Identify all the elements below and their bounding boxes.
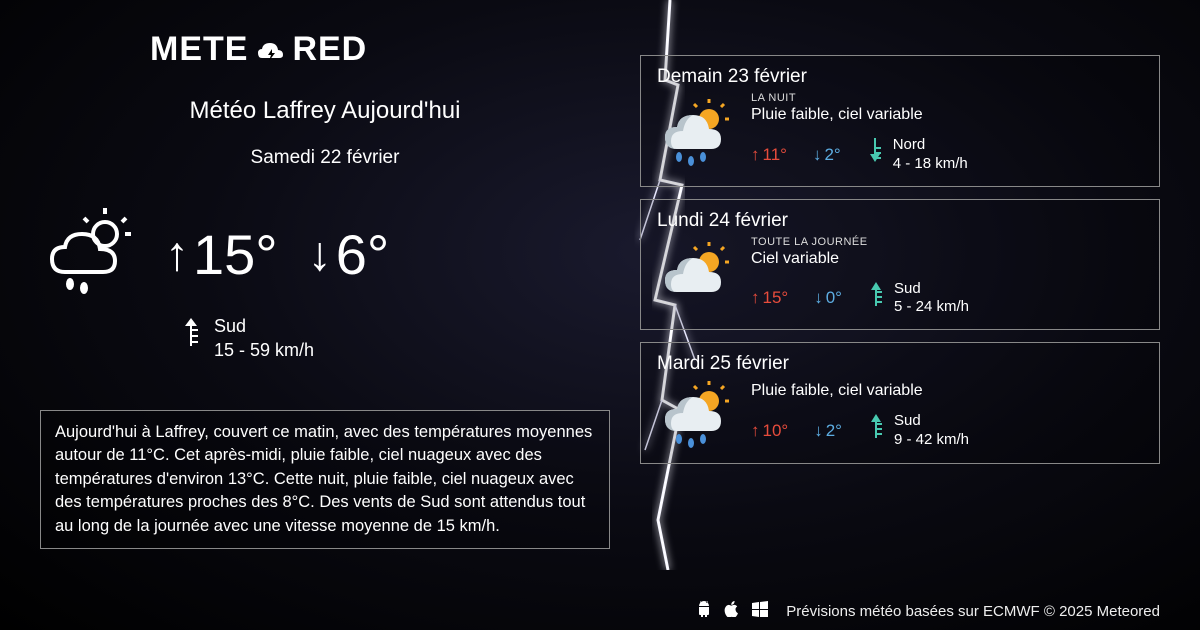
- wind-speed-label: 15 - 59 km/h: [214, 338, 314, 362]
- forecast-condition: Pluie faible, ciel variable: [751, 382, 1143, 400]
- apple-icon: [724, 601, 740, 622]
- temp-low-today: ↓ 6°: [308, 222, 390, 287]
- forecast-date: Demain 23 février: [657, 66, 1143, 88]
- logo-cloud-icon: [252, 36, 288, 64]
- wind-direction-icon: [180, 314, 202, 348]
- arrow-down-icon: ↓: [813, 145, 822, 165]
- wind-speed: 4 - 18 km/h: [893, 155, 968, 172]
- android-icon: [696, 601, 712, 622]
- forecast-date: Mardi 25 février: [657, 353, 1143, 375]
- weather-icon: [657, 240, 729, 312]
- forecast-card: Lundi 24 février TOUTE LA JOURNÉE Ciel v…: [640, 199, 1160, 331]
- forecast-description: Aujourd'hui à Laffrey, couvert ce matin,…: [40, 410, 610, 549]
- wind-direction-icon: [867, 136, 883, 164]
- wind-direction-label: Sud: [214, 314, 314, 338]
- arrow-down-icon: ↓: [308, 227, 332, 282]
- arrow-down-icon: ↓: [814, 421, 823, 441]
- logo-text-1: METE: [150, 30, 248, 69]
- wind-direction-icon: [868, 412, 884, 440]
- forecast-condition: Pluie faible, ciel variable: [751, 106, 1143, 124]
- forecast-list: Demain 23 février LA NUIT Pluie faible, …: [640, 55, 1160, 476]
- page-title: Météo Laffrey Aujourd'hui: [40, 97, 610, 125]
- forecast-date: Lundi 24 février: [657, 210, 1143, 232]
- current-date: Samedi 22 février: [40, 147, 610, 169]
- wind-today: Sud 15 - 59 km/h: [180, 314, 610, 363]
- forecast-period: LA NUIT: [751, 92, 1143, 104]
- wind-speed: 5 - 24 km/h: [894, 298, 969, 315]
- windows-icon: [752, 601, 768, 622]
- forecast-low: ↓2°: [813, 145, 841, 165]
- footer-text: Prévisions météo basées sur ECMWF © 2025…: [786, 603, 1160, 620]
- forecast-high: ↑11°: [751, 145, 787, 165]
- forecast-period: TOUTE LA JOURNÉE: [751, 236, 1143, 248]
- forecast-card: Demain 23 février LA NUIT Pluie faible, …: [640, 55, 1160, 187]
- footer: Prévisions météo basées sur ECMWF © 2025…: [696, 601, 1160, 622]
- forecast-high: ↑15°: [751, 288, 788, 308]
- platform-icons: [696, 601, 768, 622]
- forecast-wind: Nord4 - 18 km/h: [867, 136, 968, 174]
- arrow-up-icon: ↑: [165, 227, 189, 282]
- arrow-up-icon: ↑: [751, 421, 760, 441]
- wind-direction: Nord: [893, 136, 968, 155]
- forecast-condition: Ciel variable: [751, 250, 1143, 268]
- wind-direction-icon: [868, 280, 884, 308]
- arrow-up-icon: ↑: [751, 288, 760, 308]
- today-summary: ↑ 15° ↓ 6°: [40, 204, 610, 304]
- wind-direction: Sud: [894, 280, 969, 299]
- wind-speed: 9 - 42 km/h: [894, 431, 969, 448]
- weather-icon: [657, 379, 729, 451]
- weather-icon: [657, 97, 729, 169]
- forecast-low: ↓2°: [814, 421, 842, 441]
- forecast-wind: Sud5 - 24 km/h: [868, 280, 969, 318]
- arrow-down-icon: ↓: [814, 288, 823, 308]
- forecast-wind: Sud9 - 42 km/h: [868, 412, 969, 450]
- arrow-up-icon: ↑: [751, 145, 760, 165]
- forecast-card: Mardi 25 février Pluie faible, ciel vari…: [640, 342, 1160, 464]
- forecast-high: ↑10°: [751, 421, 788, 441]
- forecast-low: ↓0°: [814, 288, 842, 308]
- temp-high-today: ↑ 15°: [165, 222, 278, 287]
- logo: METE RED: [150, 30, 610, 69]
- weather-icon-today: [40, 204, 140, 304]
- wind-direction: Sud: [894, 412, 969, 431]
- logo-text-2: RED: [292, 30, 367, 69]
